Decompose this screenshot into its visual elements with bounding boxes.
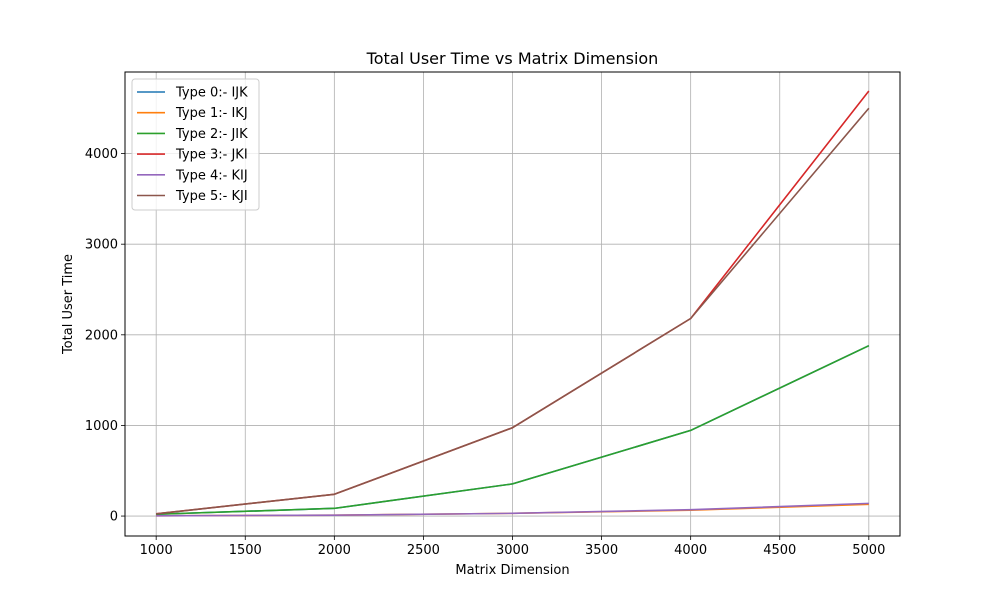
x-tick-label: 5000	[852, 543, 885, 558]
y-axis-ticks: 0 1000 2000 3000 4000	[85, 147, 125, 525]
y-axis-label: Total User Time	[61, 254, 76, 355]
y-tick-label: 0	[110, 510, 118, 525]
legend-box	[131, 78, 260, 211]
x-tick-label: 4500	[763, 543, 796, 558]
legend-items: Type 0:- IJK Type 1:- IKJ Type 2:- JIK Type…	[137, 86, 248, 204]
y-tick-label: 3000	[85, 238, 118, 253]
x-tick-label: 2000	[318, 543, 351, 558]
x-tick-label: 2500	[407, 543, 440, 558]
legend-label: Type 3:- JKI	[175, 148, 248, 163]
legend-label: Type 0:- IJK	[175, 86, 248, 101]
y-tick-label: 4000	[85, 147, 118, 162]
x-tick-label: 3000	[496, 543, 529, 558]
series-line-2	[156, 344, 870, 516]
x-axis-ticks: 1000 1500 2000 2500 3000 3500 4000 4500 5000	[140, 536, 885, 558]
series-line-4	[156, 502, 869, 517]
data-series	[156, 90, 870, 517]
x-tick-label: 3500	[585, 543, 618, 558]
chart-legend: Type 0:- IJK Type 1:- IKJ Type 2:- JIK Type…	[131, 78, 260, 211]
y-tick-label: 1000	[85, 419, 118, 434]
x-tick-label: 4000	[674, 543, 707, 558]
legend-label: Type 4:- KIJ	[175, 168, 248, 183]
legend-label: Type 2:- JIK	[175, 127, 248, 142]
series-line-5	[156, 107, 870, 515]
x-tick-label: 1500	[229, 543, 262, 558]
legend-label: Type 1:- IKJ	[175, 106, 248, 121]
grid-lines	[125, 72, 900, 536]
y-tick-label: 2000	[85, 328, 118, 343]
x-axis-label: Matrix Dimension	[455, 563, 569, 578]
x-tick-label: 1000	[140, 543, 173, 558]
legend-label: Type 5:- KJI	[175, 189, 248, 204]
chart-title: Total User Time vs Matrix Dimension	[366, 49, 659, 68]
